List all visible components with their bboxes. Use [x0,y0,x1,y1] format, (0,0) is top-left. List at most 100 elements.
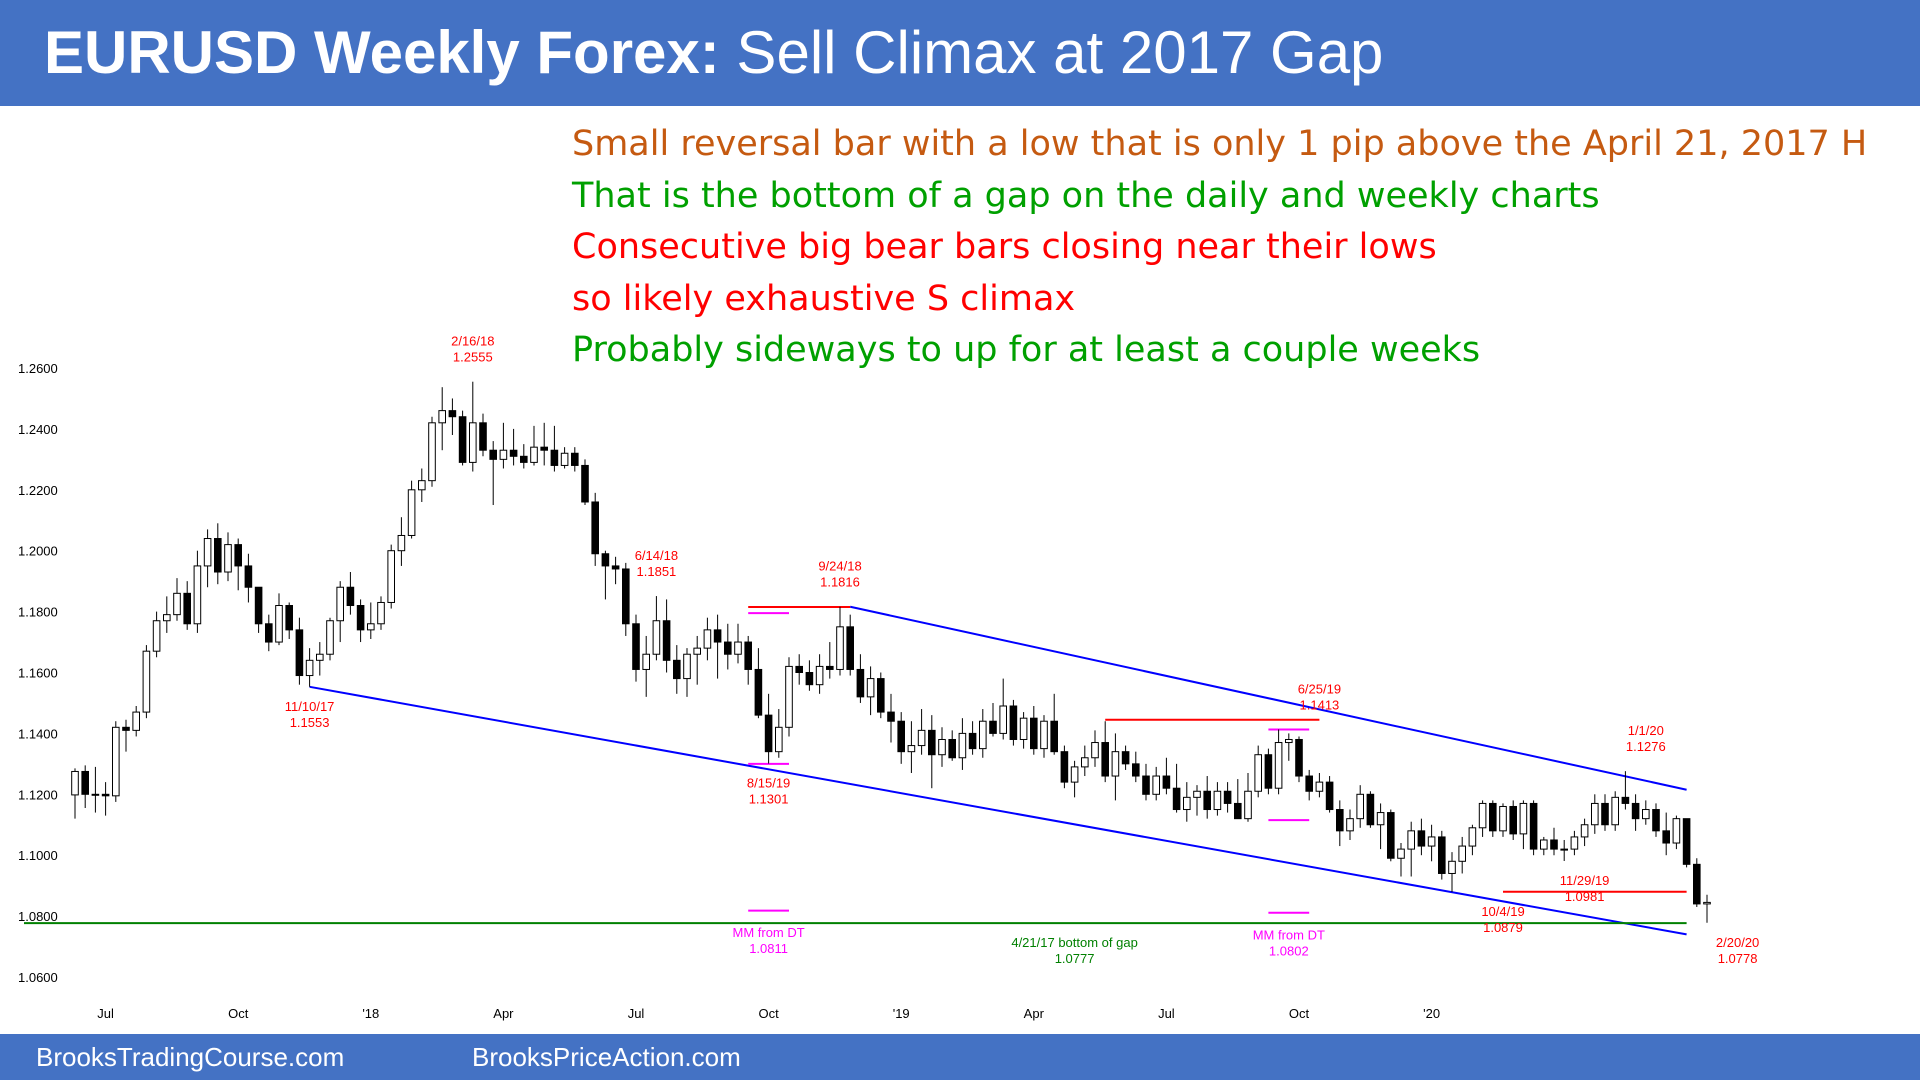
candle [683,648,691,697]
candle [1580,818,1589,847]
candle-body [560,452,569,466]
annotation-label: 1.0802 [1269,943,1309,958]
candle-body [1499,805,1507,832]
candle [1550,827,1558,856]
candle [1019,712,1028,749]
x-tick-label: Apr [493,1006,514,1021]
candle-body [713,629,722,643]
x-tick-label: Oct [758,1006,779,1021]
candle [601,550,610,600]
candle-body [428,422,436,482]
candle [1407,821,1416,877]
candle [764,693,773,764]
candle-body [662,620,671,661]
candle-body [581,464,589,503]
annotation-label: 11/29/19 [1560,873,1610,888]
candle-body [1693,863,1701,905]
x-tick-label: Jul [97,1006,114,1021]
candle [1662,812,1671,856]
candle [1672,815,1681,850]
candle [703,617,712,661]
candle-body [1601,802,1609,826]
candle-body [866,678,875,698]
candle-body [1672,818,1681,844]
candle-body [1162,775,1171,789]
candle [815,654,824,694]
candle-body [295,629,304,677]
candle [1091,730,1099,767]
candle [71,768,79,819]
candle-body [1489,802,1497,832]
candle-body [887,711,895,722]
y-tick-label: 1.1600 [18,666,58,681]
annotation-label: 6/14/18 [635,548,678,563]
candle-body [754,668,763,716]
candle-body [775,726,783,753]
candle-body [785,665,793,728]
candle [1611,791,1620,831]
candle-body [673,659,681,680]
candle [203,529,212,588]
candle-body [540,446,549,451]
candle [1397,843,1405,877]
candle [1152,766,1161,801]
candle [316,642,324,676]
candle-body [1427,836,1436,847]
candle-body [1448,860,1456,874]
annotation-label: 1.0981 [1565,889,1605,904]
candle [326,617,334,661]
candle-body [1682,818,1691,865]
candle [642,635,651,697]
candle-body [1458,845,1467,862]
annotation-label: 1.0879 [1483,920,1523,935]
candle-body [642,653,651,670]
candle-body [1152,775,1161,795]
candle-body [1244,790,1252,820]
annotation-label: 2/20/20 [1716,935,1759,950]
candle-body [81,770,90,795]
y-tick-label: 1.1800 [18,605,58,620]
annotation-label: 1.1301 [749,792,789,807]
candle-body [193,565,202,625]
candle-body [326,620,334,655]
candle-body [387,550,395,603]
candle-body [805,672,814,686]
candle [724,623,732,670]
footer-site-right: BrooksPriceAction.com [472,1042,741,1072]
candle [91,766,100,813]
candle-body [265,623,273,643]
candle-body [520,455,528,463]
candle [1427,824,1436,862]
candle-body [407,489,416,536]
candle [928,715,936,789]
candle [1101,721,1110,783]
candle [295,617,304,685]
candle [469,381,477,472]
candle [979,709,987,758]
candle [1693,858,1701,907]
x-tick-label: Oct [228,1006,249,1021]
candle [265,614,273,652]
annotation-label: 2/16/18 [451,334,494,349]
candle-body [989,720,997,734]
candle [418,468,426,502]
candle-body [254,586,263,625]
candle-body [336,586,344,622]
candle [581,459,589,506]
candle [1254,745,1263,798]
candle [1060,745,1069,789]
candle [1274,729,1283,795]
candle [458,410,467,466]
candle-body [1070,766,1079,783]
slide-title: EURUSD Weekly Forex: Sell Climax at 2017… [0,0,1920,106]
candle [244,553,253,603]
candle [652,596,661,661]
candle [285,602,293,640]
candle-body [601,553,610,567]
candle [958,718,967,770]
candle-body [1540,839,1548,850]
candle [591,492,600,566]
candle-body [214,538,222,573]
candle [520,444,528,469]
candle [571,447,579,472]
